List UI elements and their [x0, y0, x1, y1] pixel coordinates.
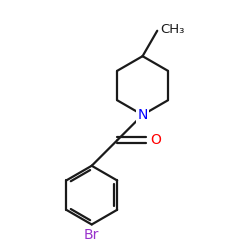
Text: Br: Br — [84, 228, 100, 242]
Text: CH₃: CH₃ — [160, 23, 185, 36]
Text: O: O — [151, 133, 162, 147]
Text: N: N — [138, 108, 148, 122]
